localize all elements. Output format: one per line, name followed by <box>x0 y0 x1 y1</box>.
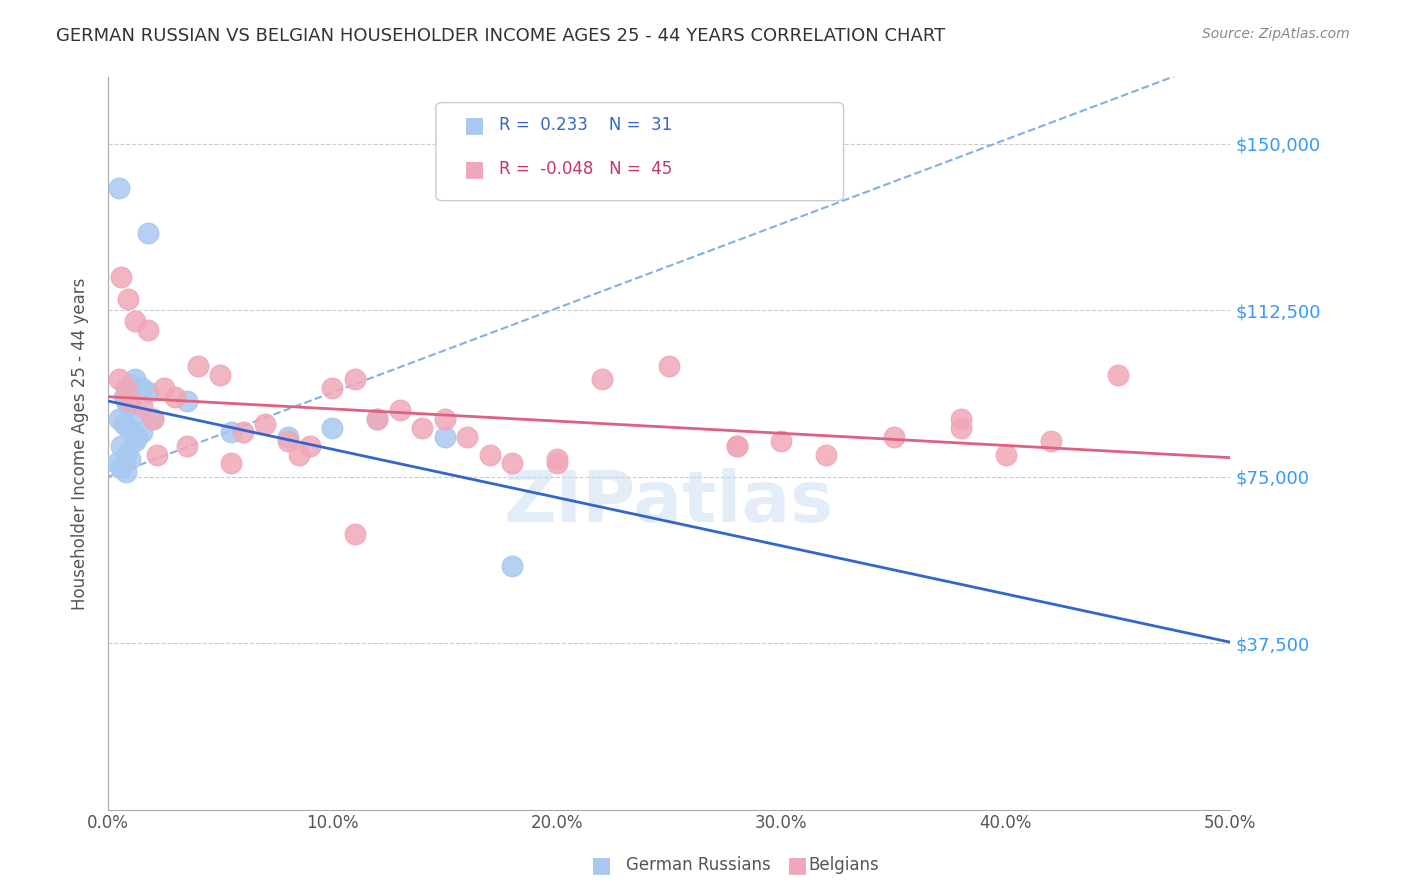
Point <box>124 372 146 386</box>
Point <box>725 439 748 453</box>
Point <box>138 323 160 337</box>
Point <box>321 381 343 395</box>
Point <box>433 412 456 426</box>
Point <box>110 439 132 453</box>
Text: German Russians: German Russians <box>626 856 770 874</box>
Point <box>115 448 138 462</box>
Point <box>221 457 243 471</box>
Point <box>232 425 254 440</box>
Point <box>949 421 972 435</box>
Point <box>108 372 131 386</box>
Point <box>254 417 277 431</box>
Point <box>478 448 501 462</box>
Point <box>1107 368 1129 382</box>
Point <box>1039 434 1062 449</box>
Text: R =  -0.048   N =  45: R = -0.048 N = 45 <box>499 161 672 178</box>
Point <box>546 452 568 467</box>
Point <box>121 408 143 422</box>
Text: Belgians: Belgians <box>808 856 879 874</box>
Point <box>105 457 128 471</box>
Point <box>142 412 165 426</box>
Point <box>343 372 366 386</box>
Point <box>591 372 613 386</box>
Point <box>120 394 142 409</box>
Point <box>165 390 187 404</box>
Point <box>146 448 169 462</box>
Point <box>124 314 146 328</box>
Text: R =  0.233    N =  31: R = 0.233 N = 31 <box>499 116 672 134</box>
Point <box>115 466 138 480</box>
Point <box>120 452 142 467</box>
Point <box>117 421 139 435</box>
Point <box>176 394 198 409</box>
Point <box>117 293 139 307</box>
Point <box>108 412 131 426</box>
Point <box>131 381 153 395</box>
Point <box>366 412 388 426</box>
Text: ■: ■ <box>464 115 485 135</box>
Point <box>115 381 138 395</box>
Text: ■: ■ <box>787 855 808 875</box>
Text: ■: ■ <box>464 160 485 179</box>
Point <box>411 421 433 435</box>
Point <box>117 399 139 413</box>
Point <box>501 558 523 573</box>
Point <box>138 226 160 240</box>
Point <box>153 381 176 395</box>
Point <box>456 430 478 444</box>
Point <box>288 448 311 462</box>
Point <box>366 412 388 426</box>
Point <box>725 439 748 453</box>
Point <box>131 399 153 413</box>
Point <box>658 359 681 373</box>
Point <box>142 412 165 426</box>
Point <box>112 390 135 404</box>
Point <box>121 425 143 440</box>
Point <box>209 368 232 382</box>
Point <box>127 430 149 444</box>
Point <box>108 181 131 195</box>
Point <box>298 439 321 453</box>
Point <box>277 430 299 444</box>
Point <box>221 425 243 440</box>
Y-axis label: Householder Income Ages 25 - 44 years: Householder Income Ages 25 - 44 years <box>72 277 89 609</box>
Point <box>433 430 456 444</box>
Point <box>112 417 135 431</box>
Point <box>277 434 299 449</box>
Text: Source: ZipAtlas.com: Source: ZipAtlas.com <box>1202 27 1350 41</box>
Point <box>883 430 905 444</box>
Point <box>138 385 160 400</box>
Point <box>176 439 198 453</box>
Point <box>501 457 523 471</box>
Point <box>187 359 209 373</box>
Point <box>343 527 366 541</box>
Point <box>770 434 793 449</box>
Point <box>110 270 132 285</box>
Point <box>321 421 343 435</box>
Point <box>124 434 146 449</box>
Text: ZIPatlas: ZIPatlas <box>505 467 834 537</box>
Point <box>994 448 1017 462</box>
Point <box>131 425 153 440</box>
Point <box>949 412 972 426</box>
Point <box>546 457 568 471</box>
Text: ■: ■ <box>591 855 612 875</box>
Point <box>115 394 138 409</box>
Point <box>388 403 411 417</box>
Point <box>120 376 142 391</box>
Point <box>815 448 838 462</box>
Point <box>110 461 132 475</box>
Text: GERMAN RUSSIAN VS BELGIAN HOUSEHOLDER INCOME AGES 25 - 44 YEARS CORRELATION CHAR: GERMAN RUSSIAN VS BELGIAN HOUSEHOLDER IN… <box>56 27 945 45</box>
